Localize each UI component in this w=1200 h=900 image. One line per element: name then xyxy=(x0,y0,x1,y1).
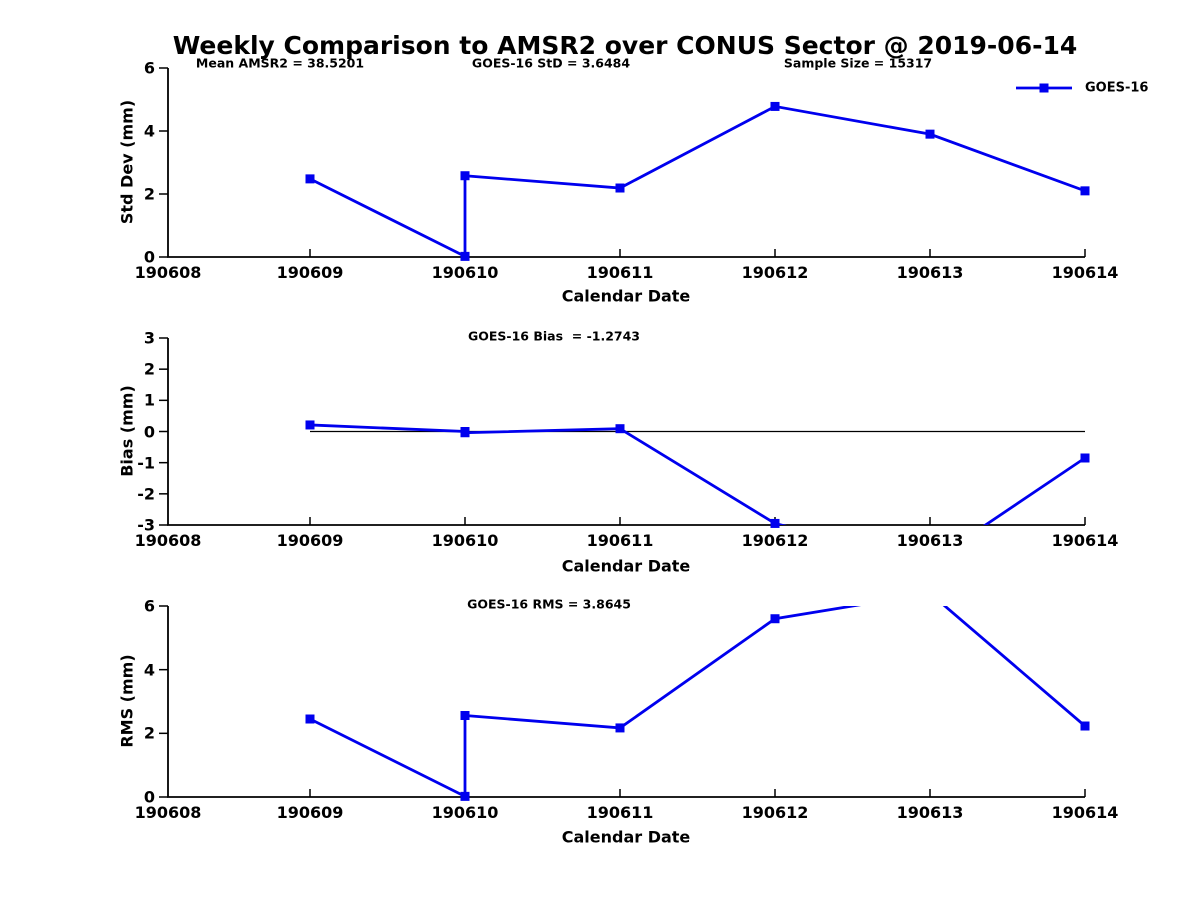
data-marker xyxy=(460,711,470,721)
y-tick-label: -1 xyxy=(137,453,155,473)
data-marker xyxy=(305,420,315,430)
goes16-series-line xyxy=(309,606,1085,797)
x-tick-label: 190609 xyxy=(276,263,344,282)
rms-plot xyxy=(159,605,1090,801)
x-tick-label: 190611 xyxy=(586,803,654,822)
axis-spines xyxy=(167,606,1085,798)
data-marker xyxy=(770,614,780,624)
annotation-goes16-std: GOES-16 StD = 3.6484 xyxy=(471,55,631,71)
data-marker xyxy=(460,791,470,801)
x-tick-label: 190613 xyxy=(896,531,964,550)
x-tick-label: 190613 xyxy=(896,803,964,822)
x-tick-label: 190610 xyxy=(431,263,499,282)
x-tick-label: 190608 xyxy=(134,803,202,822)
data-marker xyxy=(615,183,625,193)
x-tick-label: 190612 xyxy=(741,803,809,822)
x-tick-label: 190609 xyxy=(276,803,344,822)
x-tick-label: 190612 xyxy=(741,531,809,550)
x-tick-label: 190610 xyxy=(431,803,499,822)
data-marker xyxy=(305,714,315,724)
y-tick-label: 2 xyxy=(143,359,155,379)
legend-marker-icon xyxy=(1039,83,1049,93)
x-tick-label: 190610 xyxy=(431,531,499,550)
x-tick-label: 190609 xyxy=(276,531,344,550)
data-marker xyxy=(1080,453,1090,463)
data-marker xyxy=(1080,721,1090,731)
stddev-plot xyxy=(159,67,1090,261)
x-tick-label: 190611 xyxy=(586,263,654,282)
y-axis-label-rms: RMS (mm) xyxy=(117,654,137,748)
y-tick-label: 3 xyxy=(143,328,155,348)
data-marker xyxy=(770,101,780,111)
annotation-mean-amsr2: Mean AMSR2 = 38.5201 xyxy=(195,55,365,71)
x-tick-label: 190614 xyxy=(1051,803,1119,822)
goes16-series-line xyxy=(309,104,1085,257)
annotation-sample-size: Sample Size = 15317 xyxy=(783,55,933,71)
x-tick-label: 190611 xyxy=(586,531,654,550)
page-title: Weekly Comparison to AMSR2 over CONUS Se… xyxy=(172,31,1078,60)
y-tick-label: 6 xyxy=(143,58,155,78)
y-tick-label: -3 xyxy=(137,515,155,535)
x-tick-label: 190608 xyxy=(134,531,202,550)
y-axis-label-bias: Bias (mm) xyxy=(117,385,137,477)
y-tick-label: -2 xyxy=(137,484,155,504)
x-tick-label: 190613 xyxy=(896,263,964,282)
data-marker xyxy=(615,723,625,733)
x-tick-label: 190614 xyxy=(1051,531,1119,550)
bias-plot xyxy=(159,337,1090,528)
goes16-series-line xyxy=(309,423,1085,525)
y-tick-label: 0 xyxy=(143,787,155,807)
axis-spines xyxy=(167,68,1085,258)
y-tick-label: 1 xyxy=(143,390,155,410)
data-marker xyxy=(460,251,470,261)
y-tick-label: 4 xyxy=(143,121,155,141)
data-marker xyxy=(615,424,625,434)
y-tick-label: 2 xyxy=(143,184,155,204)
x-tick-label: 190608 xyxy=(134,263,202,282)
y-axis-label-stddev: Std Dev (mm) xyxy=(117,99,137,225)
data-marker xyxy=(460,428,470,438)
x-axis-label-top: Calendar Date xyxy=(561,286,691,306)
y-tick-label: 0 xyxy=(143,422,155,441)
y-tick-label: 0 xyxy=(143,247,155,267)
y-tick-label: 6 xyxy=(143,596,155,616)
data-marker xyxy=(925,129,935,139)
y-tick-label: 2 xyxy=(143,723,155,743)
x-tick-label: 190612 xyxy=(741,263,809,282)
x-axis-label-bottom: Calendar Date xyxy=(561,827,691,847)
data-marker xyxy=(460,171,470,181)
y-tick-label: 4 xyxy=(143,660,155,680)
x-axis-label-middle: Calendar Date xyxy=(561,556,691,576)
data-marker xyxy=(305,174,315,184)
annotation-goes16-rms: GOES-16 RMS = 3.8645 xyxy=(467,596,631,612)
data-marker xyxy=(770,518,780,528)
legend xyxy=(1016,83,1072,93)
legend-label-goes16: GOES-16 xyxy=(1085,80,1149,96)
annotation-goes16-bias: GOES-16 Bias = -1.2743 xyxy=(467,328,641,344)
data-marker xyxy=(1080,186,1090,196)
x-tick-label: 190614 xyxy=(1051,263,1119,282)
